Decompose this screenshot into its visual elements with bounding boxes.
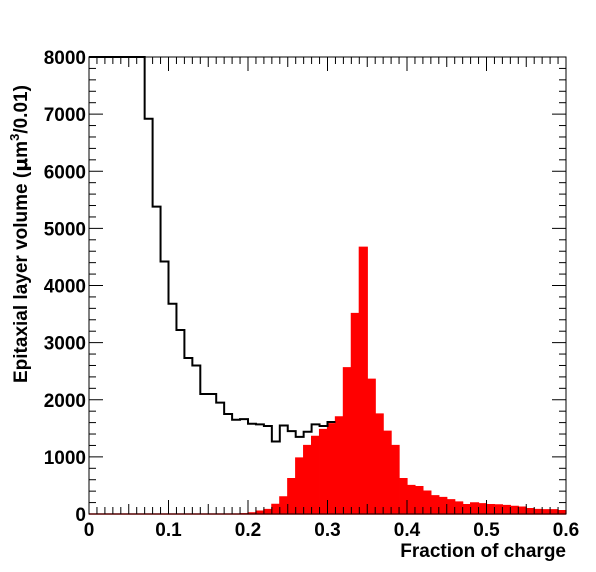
y-axis-title-unit: m xyxy=(11,141,32,158)
red-histogram-bar xyxy=(375,414,384,514)
y-tick-label: 5000 xyxy=(44,219,86,240)
red-histogram-bar xyxy=(446,499,456,514)
red-histogram-bar xyxy=(534,509,543,514)
red-histogram-bar xyxy=(399,478,408,514)
red-histogram-bar xyxy=(558,510,567,514)
red-histogram-bar xyxy=(335,416,344,514)
red-histogram-bar xyxy=(287,478,297,514)
red-histogram-bar xyxy=(311,436,320,514)
red-histogram-bar xyxy=(255,511,265,514)
red-histogram-bar xyxy=(486,504,495,514)
y-tick-label: 7000 xyxy=(44,105,86,126)
x-tick-label: 0.4 xyxy=(394,520,421,541)
red-histogram-bar xyxy=(319,429,328,514)
red-histogram-bar xyxy=(470,502,479,514)
red-histogram-bar xyxy=(327,423,336,514)
red-histogram-bar xyxy=(454,502,464,514)
y-axis-title-mu: μ xyxy=(10,158,32,172)
red-histogram-bar xyxy=(407,485,416,514)
red-histogram-bar xyxy=(510,506,519,514)
y-axis-title: Epitaxial layer volume (μm3/0.01) xyxy=(7,85,32,383)
red-histogram-bar xyxy=(518,507,527,514)
x-tick-label: 0.2 xyxy=(235,520,261,541)
x-axis: 0 0.1 0.2 0.3 0.4 0.5 0.6 xyxy=(84,57,579,541)
y-axis: 0 1000 2000 3000 4000 5000 6000 7000 8000 xyxy=(44,48,566,526)
y-tick-label: 0 xyxy=(75,505,86,526)
x-tick-label: 0.1 xyxy=(155,520,182,541)
y-tick-label: 6000 xyxy=(44,162,86,183)
red-histogram-bar xyxy=(462,504,471,514)
series-layer xyxy=(89,56,567,515)
red-histogram-bar xyxy=(391,445,400,514)
red-histogram-bar xyxy=(295,458,305,514)
red-histogram-bar xyxy=(550,509,559,514)
y-axis-title-prefix: Epitaxial layer volume ( xyxy=(11,171,32,383)
red-histogram-bar xyxy=(422,491,432,514)
red-histogram-bar xyxy=(279,496,289,514)
y-tick-label: 2000 xyxy=(44,391,86,412)
x-axis-title: Fraction of charge xyxy=(400,541,566,562)
y-axis-title-sup: 3 xyxy=(7,134,22,141)
red-histogram-bar xyxy=(351,313,360,514)
x-tick-label: 0 xyxy=(84,520,95,541)
red-histogram-bar xyxy=(430,495,440,514)
red-histogram-bar xyxy=(414,486,424,514)
red-histogram-bar xyxy=(263,509,273,514)
y-tick-label: 3000 xyxy=(44,334,86,355)
red-histogram-bar xyxy=(383,431,392,514)
red-histogram-bar xyxy=(343,367,352,514)
red-histogram-bar xyxy=(478,503,487,514)
red-histogram-bar xyxy=(303,445,312,514)
y-tick-label: 8000 xyxy=(44,48,86,69)
red-histogram-bar xyxy=(502,505,511,514)
red-histogram-bar xyxy=(526,508,535,514)
red-histogram-outline xyxy=(239,246,567,515)
x-tick-label: 0.5 xyxy=(473,520,500,541)
black-histogram-outline xyxy=(89,56,336,443)
red-histogram-bar xyxy=(438,497,448,514)
red-histogram-bar xyxy=(542,509,551,514)
x-tick-label: 0.3 xyxy=(314,520,340,541)
y-tick-label: 4000 xyxy=(44,277,86,298)
red-histogram-bar xyxy=(359,247,368,514)
x-tick-label: 0.6 xyxy=(553,520,579,541)
y-tick-label: 1000 xyxy=(44,448,86,469)
red-histogram-bar xyxy=(494,504,503,514)
y-axis-title-suffix: /0.01) xyxy=(11,85,32,134)
red-histogram-bar xyxy=(367,379,376,514)
red-histogram-bar xyxy=(271,504,281,514)
